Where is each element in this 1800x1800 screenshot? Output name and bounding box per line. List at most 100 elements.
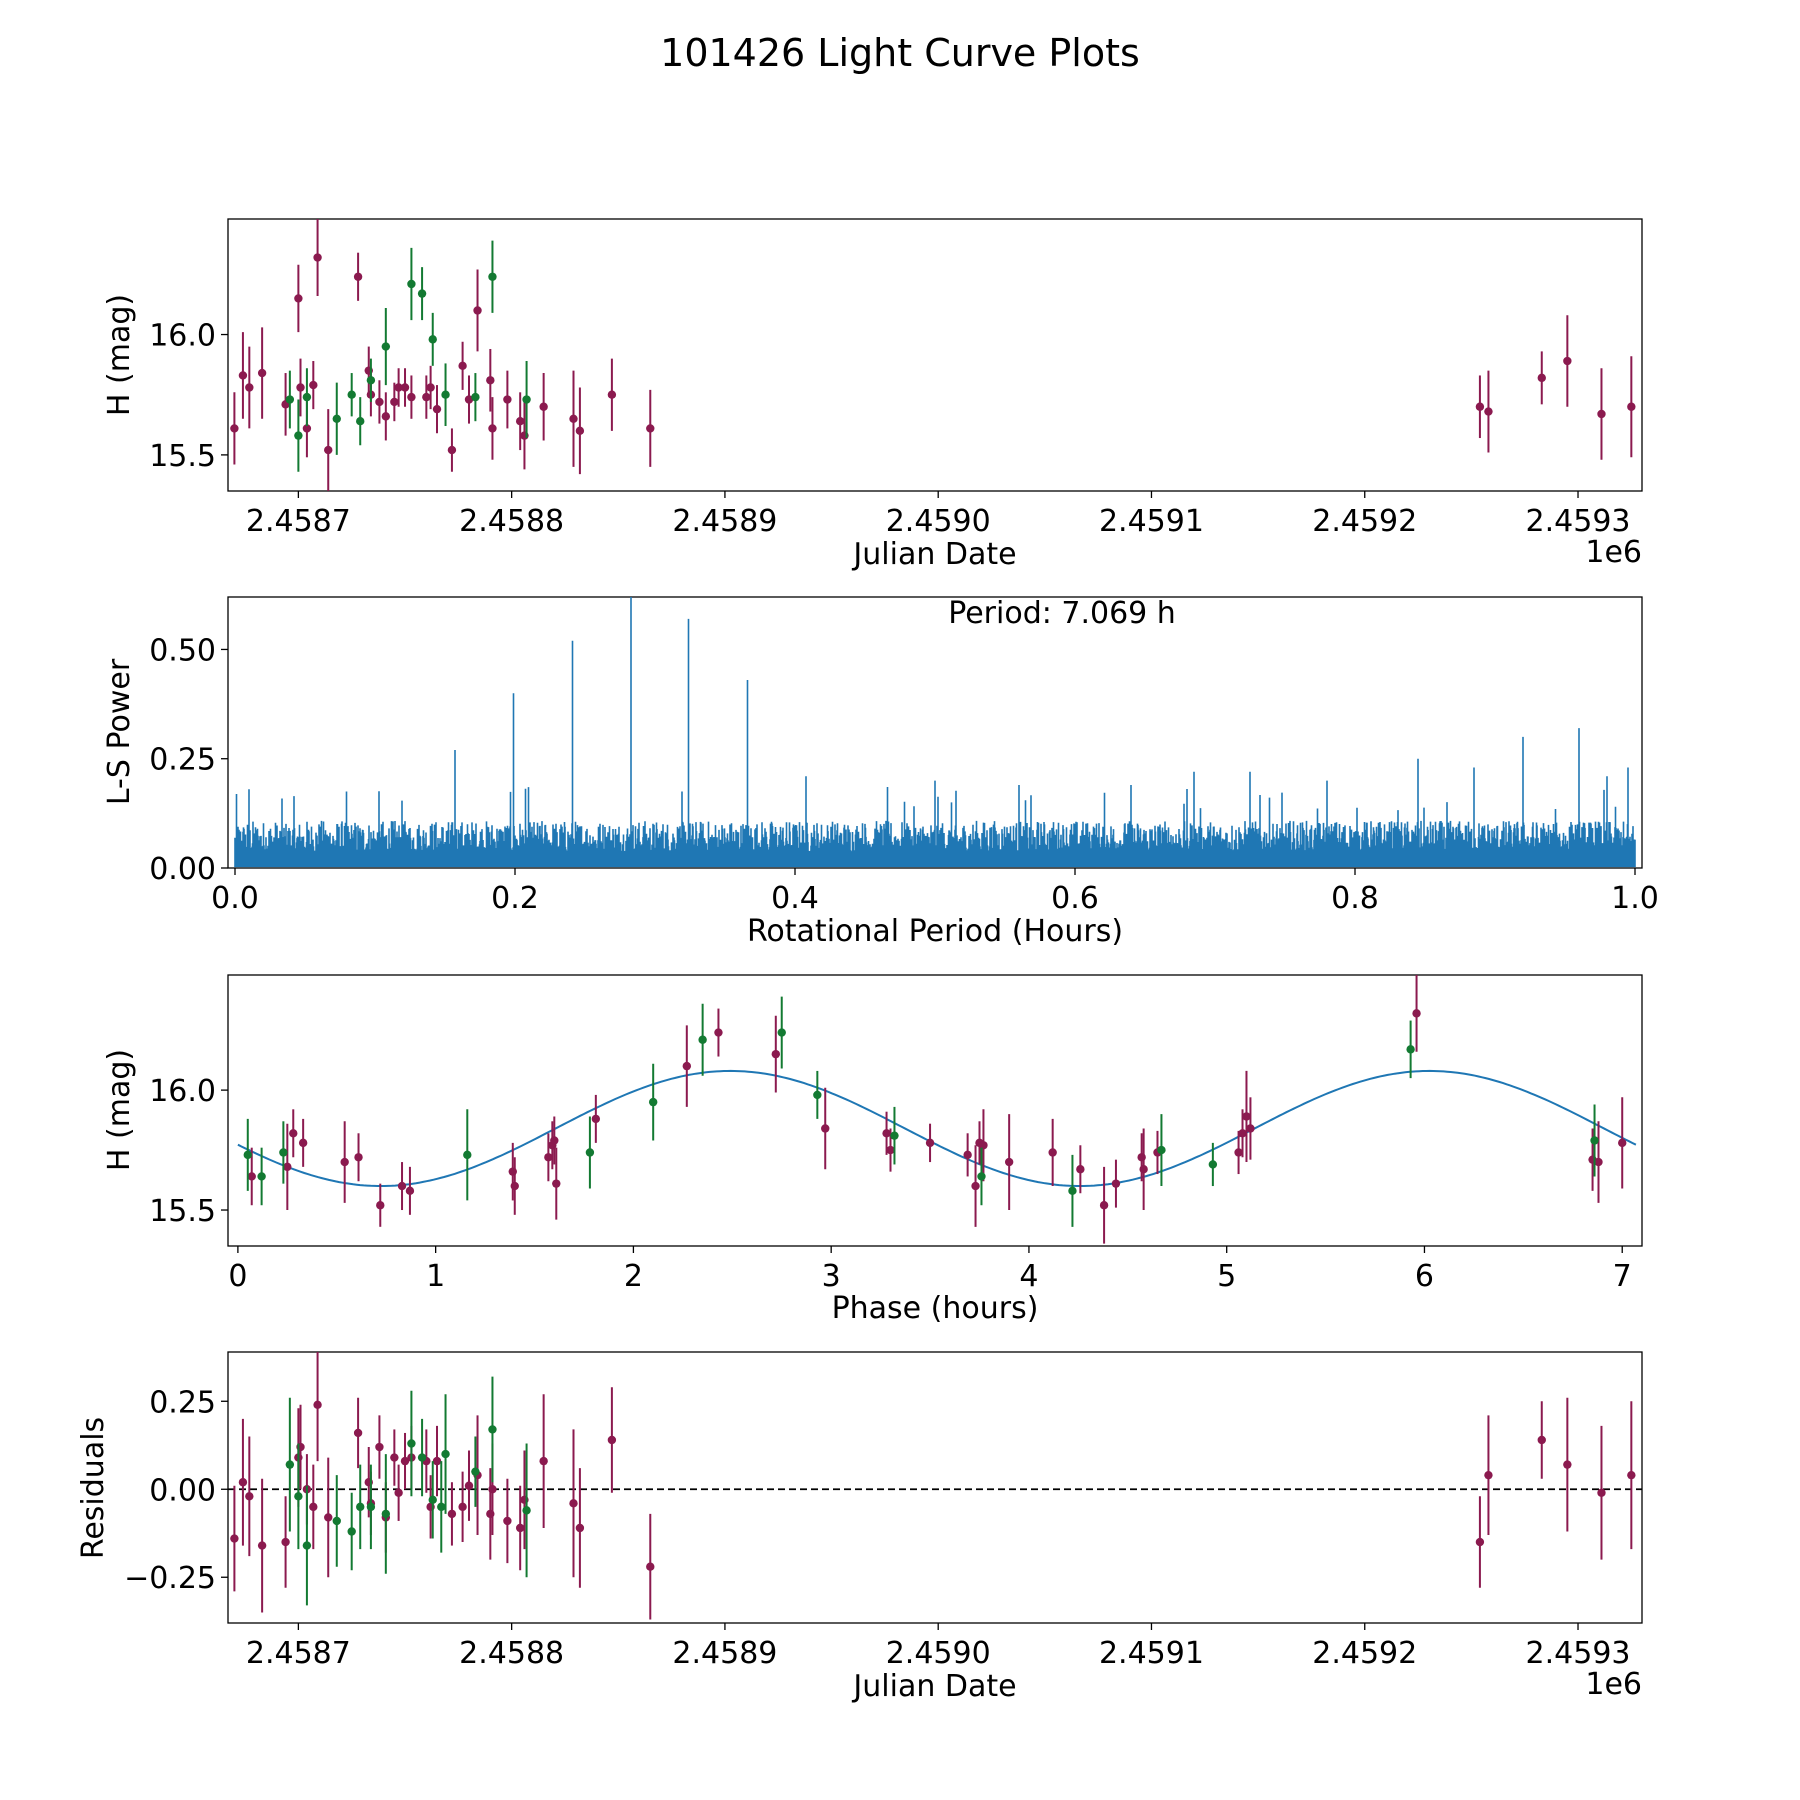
phased-ytick-label: 15.5 bbox=[149, 1194, 216, 1229]
phased-ytick-label: 16.0 bbox=[149, 1074, 216, 1109]
phased-maroon-point bbox=[1234, 1148, 1243, 1157]
lightcurve-maroon-point bbox=[447, 445, 457, 455]
residuals-maroon-point bbox=[353, 1428, 363, 1438]
figure-title: 101426 Light Curve Plots bbox=[660, 31, 1140, 75]
phased-green-point bbox=[1157, 1145, 1166, 1155]
residuals-green-point bbox=[356, 1502, 365, 1512]
residuals-maroon-point bbox=[400, 1456, 410, 1466]
phased-xtick-label: 6 bbox=[1415, 1259, 1434, 1294]
phased-maroon-point bbox=[1111, 1179, 1121, 1188]
residuals-green-point bbox=[332, 1516, 341, 1526]
lightcurve-maroon-point bbox=[313, 253, 322, 262]
periodogram-xtick-label: 0.2 bbox=[491, 881, 539, 916]
lightcurve-green-point bbox=[407, 279, 416, 289]
periodogram-xtick-label: 0.6 bbox=[1051, 881, 1099, 916]
lightcurve-maroon-point bbox=[1627, 402, 1636, 411]
residuals-xtick-label: 2.4591 bbox=[1099, 1636, 1204, 1671]
lightcurve-maroon-point bbox=[238, 371, 248, 380]
lightcurve-maroon-point bbox=[464, 395, 474, 404]
phased-maroon-point bbox=[1246, 1124, 1255, 1133]
lightcurve-maroon-point bbox=[486, 376, 495, 385]
residuals-green-point bbox=[285, 1460, 295, 1469]
lightcurve-maroon-point bbox=[353, 272, 363, 281]
phased-xtick-label: 3 bbox=[822, 1259, 841, 1294]
phased-maroon-point bbox=[714, 1028, 723, 1037]
residuals-ytick-label: 0.25 bbox=[149, 1385, 216, 1420]
lightcurve-maroon-point bbox=[569, 414, 578, 423]
lightcurve-maroon-point bbox=[458, 361, 467, 371]
lightcurve-maroon-point bbox=[422, 392, 431, 402]
lightcurve-maroon-point bbox=[488, 424, 497, 433]
lightcurve-maroon-point bbox=[309, 380, 318, 390]
lightcurve-green-point bbox=[471, 392, 480, 402]
residuals-maroon-point bbox=[1475, 1537, 1485, 1547]
lightcurve-green-point bbox=[302, 392, 312, 402]
lightcurve-maroon-point bbox=[294, 294, 303, 303]
residuals-maroon-point bbox=[607, 1435, 617, 1445]
phased-xtick-label: 2 bbox=[624, 1259, 643, 1294]
residuals-maroon-point bbox=[230, 1534, 239, 1543]
phased-maroon-point bbox=[298, 1138, 308, 1148]
periodogram-power-line bbox=[234, 597, 1636, 868]
residuals-maroon-point bbox=[464, 1481, 474, 1490]
lightcurve-green-point bbox=[332, 414, 341, 423]
lightcurve-maroon-point bbox=[575, 426, 585, 436]
lightcurve-maroon-point bbox=[503, 395, 512, 404]
lightcurve-maroon-point bbox=[230, 424, 239, 433]
phased-green-point bbox=[777, 1028, 786, 1037]
phased-maroon-point bbox=[247, 1172, 256, 1181]
lightcurve-xtick-label: 2.4591 bbox=[1099, 504, 1204, 539]
residuals-xlabel: Julian Date bbox=[851, 1669, 1016, 1704]
periodogram-ytick-label: 0.25 bbox=[149, 743, 216, 778]
periodogram-xtick-label: 0.0 bbox=[211, 881, 259, 916]
residuals-xtick-label: 2.4589 bbox=[672, 1636, 777, 1671]
lightcurve-maroon-point bbox=[296, 383, 305, 392]
lightcurve-maroon-point bbox=[375, 397, 384, 407]
phased-xlabel: Phase (hours) bbox=[832, 1291, 1039, 1326]
residuals-maroon-point bbox=[238, 1478, 248, 1487]
phased-maroon-point bbox=[376, 1201, 385, 1210]
lightcurve-green-point bbox=[522, 395, 531, 404]
residuals-axes-frame bbox=[227, 1351, 1643, 1624]
phased-maroon-point bbox=[963, 1150, 972, 1160]
residuals-maroon-point bbox=[281, 1537, 290, 1547]
lightcurve-maroon-point bbox=[390, 397, 399, 407]
phased-green-point bbox=[257, 1172, 266, 1181]
phased-maroon-point bbox=[925, 1138, 935, 1148]
lightcurve-maroon-point bbox=[1537, 373, 1546, 383]
residuals-maroon-point bbox=[309, 1502, 318, 1512]
lightcurve-xtick-label: 2.4587 bbox=[246, 504, 351, 539]
phased-maroon-point bbox=[882, 1129, 891, 1138]
residuals-green-point bbox=[302, 1541, 312, 1550]
lightcurve-maroon-point bbox=[1484, 407, 1493, 416]
phased-axes-frame bbox=[227, 974, 1643, 1247]
lightcurve-green-point bbox=[347, 390, 356, 399]
residuals-maroon-point bbox=[646, 1562, 655, 1571]
lightcurve-xtick-label: 2.4593 bbox=[1526, 504, 1631, 539]
periodogram-ylabel: L-S Power bbox=[102, 658, 137, 805]
residuals-panel: Julian Date Residuals 1e6 2.4587 2.4588 2.… bbox=[76, 1351, 1643, 1704]
phased-green-point bbox=[890, 1131, 899, 1140]
lightcurve-maroon-point bbox=[1563, 356, 1572, 366]
phased-maroon-point bbox=[340, 1157, 349, 1167]
lightcurve-maroon-point bbox=[1597, 409, 1606, 419]
phased-green-point bbox=[243, 1150, 252, 1160]
residuals-green-point bbox=[381, 1509, 391, 1519]
phased-xtick-label: 5 bbox=[1217, 1259, 1236, 1294]
phased-maroon-point bbox=[591, 1114, 601, 1124]
lightcurve-maroon-point bbox=[394, 383, 403, 392]
phased-green-point bbox=[698, 1035, 707, 1044]
lightcurve-maroon-point bbox=[257, 368, 267, 378]
residuals-green-point bbox=[522, 1506, 531, 1515]
residuals-maroon-point bbox=[575, 1523, 585, 1533]
residuals-plot-area bbox=[228, 1352, 1642, 1620]
lightcurve-green-point bbox=[294, 431, 303, 440]
phased-green-point bbox=[463, 1150, 472, 1160]
phased-maroon-point bbox=[405, 1186, 415, 1196]
phased-green-point bbox=[585, 1148, 595, 1157]
lightcurve-plot-area bbox=[230, 219, 1636, 491]
periodogram-plot-area bbox=[234, 597, 1636, 868]
phased-maroon-point bbox=[1618, 1138, 1627, 1148]
periodogram-xtick-label: 1.0 bbox=[1611, 881, 1659, 916]
